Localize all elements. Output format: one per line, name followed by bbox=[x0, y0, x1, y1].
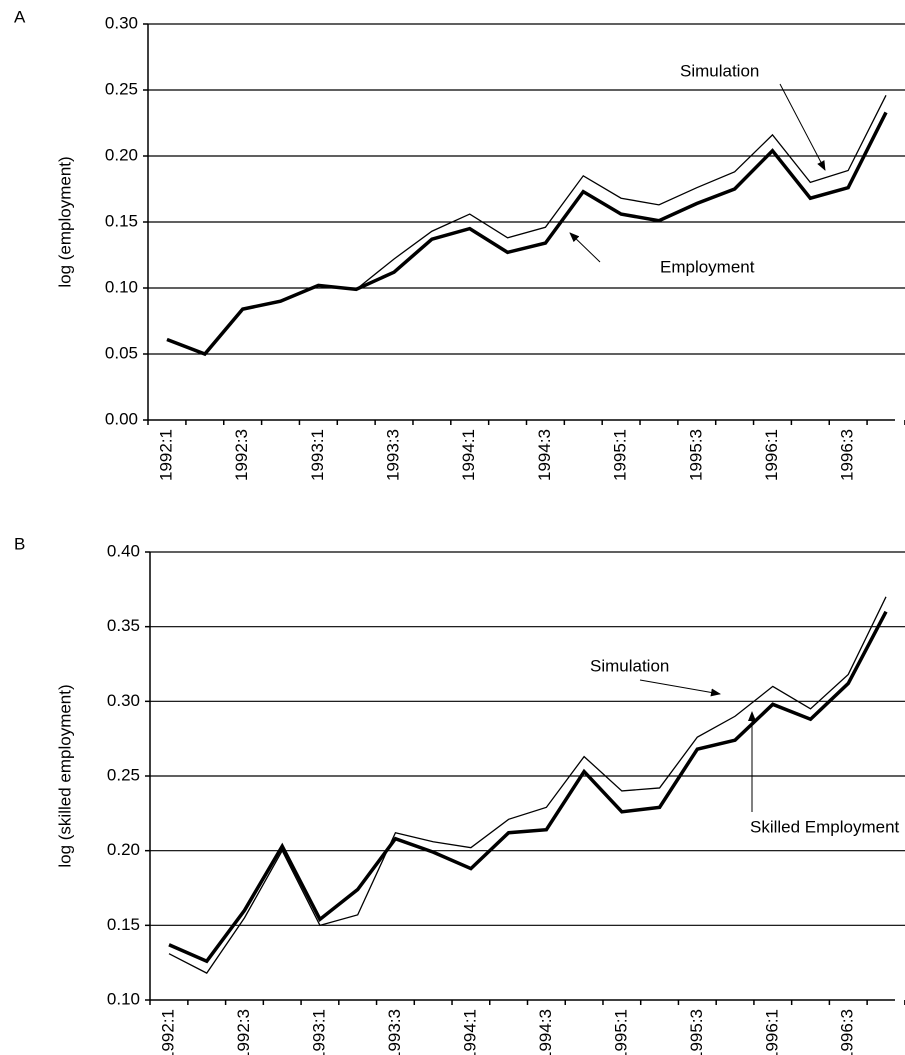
x-tick-label: 1995:3 bbox=[687, 1009, 706, 1055]
x-tick-label: 1995:1 bbox=[611, 429, 630, 481]
y-tick-label: 0.10 bbox=[105, 277, 138, 296]
x-tick-label: 1993:1 bbox=[308, 429, 327, 481]
y-axis-label: log (skilled employment) bbox=[55, 684, 74, 867]
y-tick-label: 0.05 bbox=[105, 343, 138, 362]
x-tick-label: 1994:3 bbox=[536, 1009, 555, 1055]
x-tick-label: 1994:3 bbox=[535, 429, 554, 481]
annotation: Simulation bbox=[590, 656, 669, 675]
panel-label: A bbox=[14, 7, 26, 26]
x-tick-label: 1995:1 bbox=[611, 1009, 630, 1055]
x-tick-label: 1994:1 bbox=[459, 429, 478, 481]
y-tick-label: 0.15 bbox=[105, 211, 138, 230]
annotation: Skilled Employment bbox=[750, 817, 900, 836]
annotation-arrow bbox=[639, 679, 721, 697]
x-tick-label: 1992:3 bbox=[234, 1009, 253, 1055]
series-line bbox=[166, 94, 887, 355]
y-tick-label: 0.20 bbox=[105, 145, 138, 164]
x-tick-label: 1996:3 bbox=[838, 429, 857, 481]
x-tick-label: 1993:3 bbox=[384, 429, 403, 481]
annotation-arrow bbox=[569, 232, 601, 263]
annotation-arrow bbox=[779, 83, 826, 171]
y-tick-label: 0.15 bbox=[107, 915, 140, 934]
y-tick-label: 0.25 bbox=[107, 765, 140, 784]
x-tick-label: 1996:1 bbox=[762, 1009, 781, 1055]
x-tick-label: 1996:1 bbox=[762, 429, 781, 481]
annotation: Employment bbox=[660, 257, 755, 276]
x-tick-label: 1992:1 bbox=[156, 429, 175, 481]
x-tick-label: 1993:1 bbox=[309, 1009, 328, 1055]
series-line bbox=[168, 610, 888, 964]
y-tick-label: 0.40 bbox=[107, 541, 140, 560]
annotation: Simulation bbox=[680, 61, 759, 80]
y-axis-label: log (employment) bbox=[55, 156, 74, 287]
x-tick-label: 1992:1 bbox=[158, 1009, 177, 1055]
panel-label: B bbox=[14, 534, 25, 553]
y-tick-label: 0.10 bbox=[107, 989, 140, 1008]
y-tick-label: 0.20 bbox=[107, 840, 140, 859]
x-tick-label: 1996:3 bbox=[838, 1009, 857, 1055]
x-tick-label: 1995:3 bbox=[686, 429, 705, 481]
y-tick-label: 0.30 bbox=[105, 13, 138, 32]
x-tick-label: 1994:1 bbox=[460, 1009, 479, 1055]
y-tick-label: 0.35 bbox=[107, 616, 140, 635]
y-tick-label: 0.25 bbox=[105, 79, 138, 98]
y-tick-label: 0.00 bbox=[105, 409, 138, 428]
series-line bbox=[168, 596, 887, 974]
y-tick-label: 0.30 bbox=[107, 691, 140, 710]
x-tick-label: 1992:3 bbox=[232, 429, 251, 481]
x-tick-label: 1993:3 bbox=[385, 1009, 404, 1055]
